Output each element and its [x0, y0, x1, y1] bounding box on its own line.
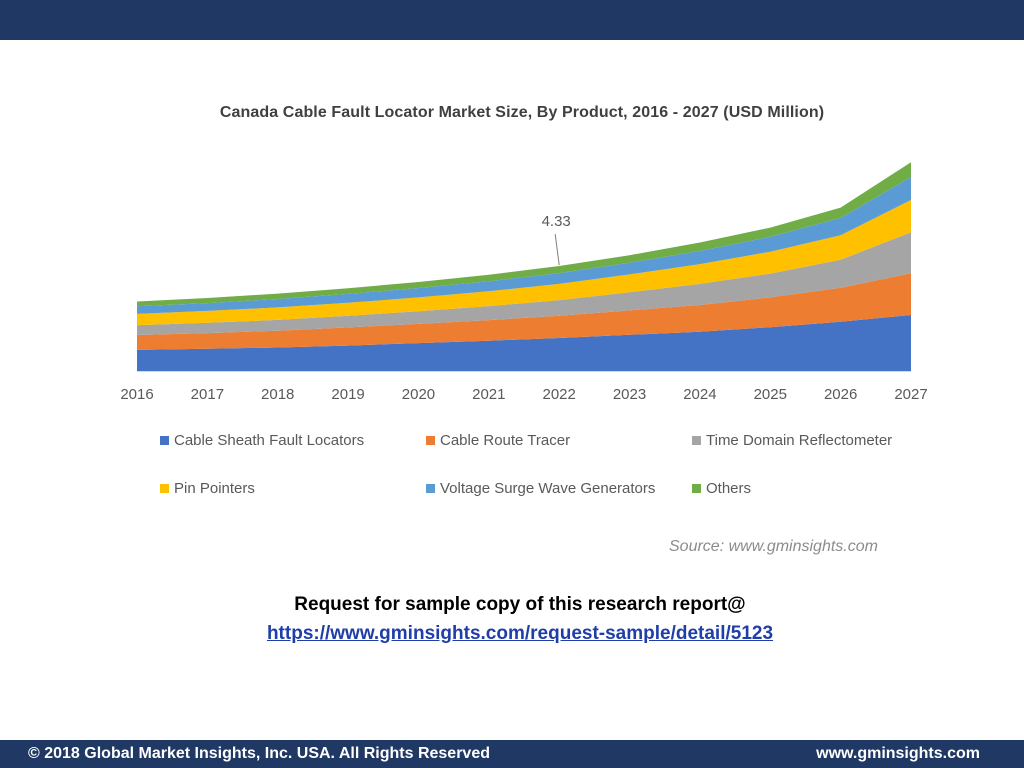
- legend-swatch: [692, 435, 701, 445]
- legend-label: Pin Pointers: [174, 479, 255, 497]
- area-series-time-domain-reflectometer: [137, 232, 911, 335]
- x-tick-label: 2017: [191, 386, 224, 403]
- legend-swatch: [160, 483, 169, 493]
- legend-item-others: Others: [692, 478, 932, 498]
- legend-label: Voltage Surge Wave Generators: [440, 479, 656, 497]
- area-series-cable-sheath-fault-locators: [137, 315, 911, 371]
- area-series-others: [137, 162, 911, 307]
- data-label-annotation: 4.33: [542, 213, 571, 230]
- area-series-pin-pointers: [137, 200, 911, 326]
- x-tick-label: 2027: [894, 386, 927, 403]
- x-tick-label: 2020: [402, 386, 435, 403]
- chart-source: Source: www.gminsights.com: [669, 538, 878, 555]
- legend-item-cable-route-tracer: Cable Route Tracer: [426, 430, 692, 450]
- legend-item-pin-pointers: Pin Pointers: [160, 478, 426, 498]
- legend-label: Cable Sheath Fault Locators: [174, 431, 365, 449]
- legend-swatch: [160, 435, 169, 445]
- legend-label: Cable Route Tracer: [440, 431, 571, 449]
- x-tick-label: 2018: [261, 386, 294, 403]
- legend-swatch: [426, 483, 435, 493]
- x-tick-label: 2022: [542, 386, 575, 403]
- footer-website-link[interactable]: www.gminsights.com: [816, 745, 980, 762]
- request-sample-link[interactable]: https://www.gminsights.com/request-sampl…: [266, 623, 774, 644]
- area-series-voltage-surge-wave-generators: [137, 177, 911, 314]
- x-tick-label: 2019: [331, 386, 364, 403]
- x-tick-label: 2025: [754, 386, 787, 403]
- annotation-leader-line: [554, 233, 560, 266]
- legend-label: Time Domain Reflectometer: [706, 431, 893, 449]
- legend-item-cable-sheath-fault-locators: Cable Sheath Fault Locators: [160, 430, 426, 450]
- chart-title: Canada Cable Fault Locator Market Size, …: [219, 104, 825, 121]
- legend-label: Others: [706, 479, 752, 497]
- x-tick-label: 2016: [120, 386, 153, 403]
- x-tick-label: 2024: [683, 386, 716, 403]
- x-tick-label: 2026: [824, 386, 857, 403]
- legend-item-voltage-surge-wave-generators: Voltage Surge Wave Generators: [426, 478, 692, 498]
- header-bar: [0, 0, 1024, 40]
- area-series-cable-route-tracer: [137, 273, 911, 350]
- legend-swatch: [426, 435, 435, 445]
- x-tick-label: 2021: [472, 386, 505, 403]
- stacked-area-chart: 2016 2017 2018 2019 2020 2021 2022 2023 2024 2025…: [120, 162, 928, 403]
- legend-item-time-domain-reflectometer: Time Domain Reflectometer: [692, 430, 932, 450]
- x-tick-label: 2023: [613, 386, 646, 403]
- legend-swatch: [692, 483, 701, 493]
- chart-legend: Cable Sheath Fault Locators Cable Route …: [160, 430, 940, 498]
- request-sample-text: Request for sample copy of this research…: [294, 594, 746, 615]
- footer-copyright: © 2018 Global Market Insights, Inc. USA.…: [28, 745, 490, 762]
- footer-bar: © 2018 Global Market Insights, Inc. USA.…: [0, 740, 1024, 768]
